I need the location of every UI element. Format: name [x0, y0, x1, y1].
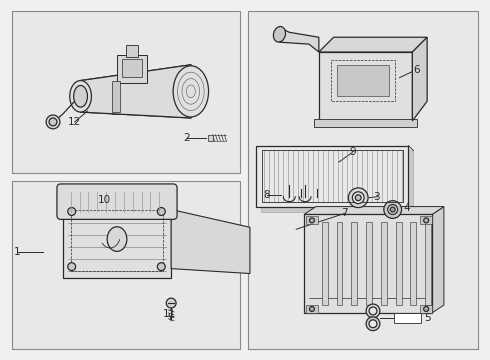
Text: 6: 6: [413, 65, 419, 75]
Circle shape: [157, 263, 165, 271]
Circle shape: [424, 306, 429, 311]
Bar: [331, 60, 394, 101]
Bar: [12, 11, 240, 173]
Circle shape: [348, 188, 368, 208]
Bar: [306, 216, 318, 224]
Bar: [122, 59, 142, 77]
Ellipse shape: [173, 66, 209, 117]
Text: 5: 5: [424, 313, 430, 323]
Text: 10: 10: [98, 195, 111, 205]
Bar: [337, 65, 389, 96]
Circle shape: [46, 115, 60, 129]
Bar: [126, 45, 138, 57]
Circle shape: [388, 204, 397, 215]
Bar: [322, 222, 328, 305]
Bar: [351, 222, 357, 305]
Bar: [411, 222, 416, 305]
Bar: [314, 119, 417, 127]
Circle shape: [366, 317, 380, 330]
Text: 11: 11: [163, 309, 176, 319]
Bar: [261, 150, 414, 212]
Bar: [393, 313, 421, 323]
Circle shape: [352, 192, 364, 204]
Polygon shape: [413, 37, 427, 121]
Circle shape: [369, 307, 377, 315]
Bar: [381, 222, 387, 305]
Bar: [420, 216, 432, 224]
Bar: [208, 135, 213, 141]
Circle shape: [369, 320, 377, 328]
Ellipse shape: [70, 81, 92, 112]
Text: 8: 8: [263, 190, 270, 200]
Circle shape: [390, 207, 395, 212]
Bar: [306, 305, 318, 313]
Text: 2: 2: [184, 133, 190, 143]
Ellipse shape: [107, 227, 127, 251]
Text: 3: 3: [373, 192, 380, 202]
Polygon shape: [304, 207, 444, 215]
Text: 9: 9: [349, 148, 356, 157]
Text: 4: 4: [403, 203, 410, 212]
Circle shape: [424, 218, 429, 223]
Polygon shape: [279, 27, 319, 52]
Circle shape: [157, 208, 165, 215]
Bar: [256, 145, 409, 207]
Circle shape: [310, 306, 315, 311]
Bar: [319, 52, 413, 121]
Bar: [262, 150, 402, 202]
Bar: [304, 215, 432, 313]
Text: 1: 1: [14, 247, 21, 257]
Bar: [337, 222, 343, 305]
Circle shape: [355, 195, 361, 201]
Ellipse shape: [273, 27, 286, 42]
Ellipse shape: [74, 85, 88, 107]
Circle shape: [366, 304, 380, 318]
Bar: [71, 210, 163, 271]
Bar: [366, 222, 372, 305]
Polygon shape: [432, 207, 444, 313]
Circle shape: [166, 298, 176, 308]
Text: 7: 7: [341, 208, 348, 219]
Bar: [117, 55, 147, 82]
Bar: [63, 200, 171, 278]
Text: 12: 12: [68, 117, 81, 127]
Circle shape: [68, 208, 75, 215]
Circle shape: [68, 263, 75, 271]
FancyBboxPatch shape: [57, 184, 177, 219]
Circle shape: [384, 201, 401, 219]
Polygon shape: [319, 37, 427, 52]
Bar: [248, 11, 478, 349]
Polygon shape: [80, 65, 191, 118]
Bar: [12, 181, 240, 349]
Bar: [395, 222, 401, 305]
Bar: [420, 305, 432, 313]
Circle shape: [310, 218, 315, 223]
Polygon shape: [171, 210, 250, 274]
Bar: [112, 81, 120, 112]
Bar: [425, 222, 431, 305]
Circle shape: [49, 118, 57, 126]
